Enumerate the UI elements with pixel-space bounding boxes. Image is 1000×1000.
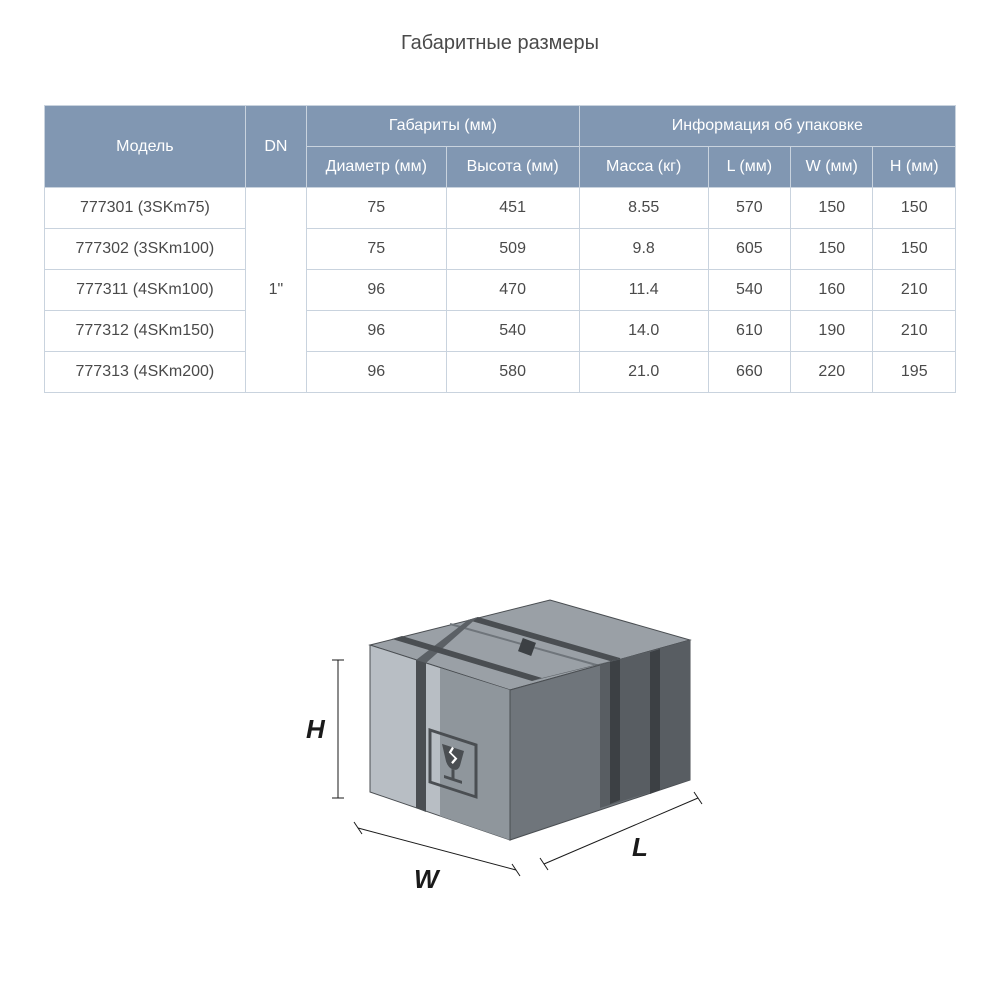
cell-l: 660 xyxy=(708,352,790,393)
cell-l: 540 xyxy=(708,270,790,311)
col-height: Высота (мм) xyxy=(446,147,579,188)
cell-l: 570 xyxy=(708,188,790,229)
col-dims-group: Габариты (мм) xyxy=(307,106,580,147)
col-w: W (мм) xyxy=(791,147,873,188)
cell-w: 160 xyxy=(791,270,873,311)
cell-mass: 8.55 xyxy=(579,188,708,229)
cell-dn: 1" xyxy=(245,188,306,393)
col-diameter: Диаметр (мм) xyxy=(307,147,447,188)
cell-w: 220 xyxy=(791,352,873,393)
table-header-row-1: Модель DN Габариты (мм) Информация об уп… xyxy=(45,106,956,147)
cell-height: 580 xyxy=(446,352,579,393)
cell-height: 451 xyxy=(446,188,579,229)
cell-model: 777312 (4SKm150) xyxy=(45,311,246,352)
cell-model: 777302 (3SKm100) xyxy=(45,229,246,270)
cell-w: 190 xyxy=(791,311,873,352)
cell-height: 470 xyxy=(446,270,579,311)
cell-diameter: 75 xyxy=(307,229,447,270)
col-dn: DN xyxy=(245,106,306,188)
cell-diameter: 96 xyxy=(307,270,447,311)
cell-height: 509 xyxy=(446,229,579,270)
page-title: Габаритные размеры xyxy=(0,0,1000,55)
table-row: 777301 (3SKm75) 1" 75 451 8.55 570 150 1… xyxy=(45,188,956,229)
cell-model: 777313 (4SKm200) xyxy=(45,352,246,393)
label-h: H xyxy=(306,714,326,744)
cell-h: 210 xyxy=(873,311,956,352)
col-pack-group: Информация об упаковке xyxy=(579,106,955,147)
cell-mass: 14.0 xyxy=(579,311,708,352)
cell-diameter: 75 xyxy=(307,188,447,229)
dimensions-table: Модель DN Габариты (мм) Информация об уп… xyxy=(44,105,956,393)
cell-h: 195 xyxy=(873,352,956,393)
cell-w: 150 xyxy=(791,229,873,270)
table-row: 777302 (3SKm100) 75 509 9.8 605 150 150 xyxy=(45,229,956,270)
package-box-icon: H W L xyxy=(220,540,780,940)
cell-h: 210 xyxy=(873,270,956,311)
cell-mass: 11.4 xyxy=(579,270,708,311)
cell-h: 150 xyxy=(873,188,956,229)
cell-diameter: 96 xyxy=(307,352,447,393)
table-row: 777311 (4SKm100) 96 470 11.4 540 160 210 xyxy=(45,270,956,311)
cell-height: 540 xyxy=(446,311,579,352)
cell-mass: 9.8 xyxy=(579,229,708,270)
cell-h: 150 xyxy=(873,229,956,270)
cell-l: 610 xyxy=(708,311,790,352)
col-h: H (мм) xyxy=(873,147,956,188)
col-model: Модель xyxy=(45,106,246,188)
cell-model: 777311 (4SKm100) xyxy=(45,270,246,311)
col-mass: Масса (кг) xyxy=(579,147,708,188)
table-row: 777313 (4SKm200) 96 580 21.0 660 220 195 xyxy=(45,352,956,393)
table-row: 777312 (4SKm150) 96 540 14.0 610 190 210 xyxy=(45,311,956,352)
cell-l: 605 xyxy=(708,229,790,270)
cell-diameter: 96 xyxy=(307,311,447,352)
col-l: L (мм) xyxy=(708,147,790,188)
cell-mass: 21.0 xyxy=(579,352,708,393)
cell-model: 777301 (3SKm75) xyxy=(45,188,246,229)
label-l: L xyxy=(632,832,648,862)
package-diagram: H W L xyxy=(0,540,1000,960)
label-w: W xyxy=(414,864,441,894)
cell-w: 150 xyxy=(791,188,873,229)
